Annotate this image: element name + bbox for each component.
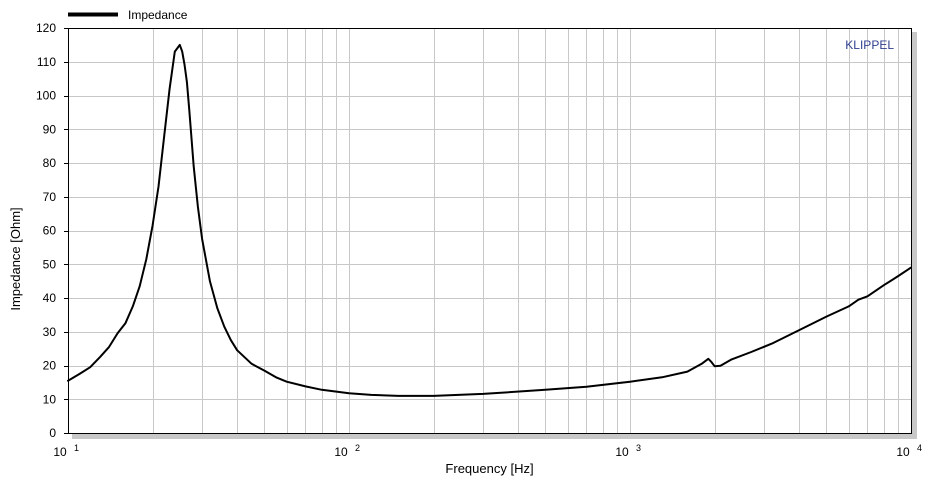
plot-border [68, 28, 912, 434]
frame-shadow-bottom [72, 434, 917, 439]
x-tick-exponent: 4 [917, 443, 922, 453]
frame-shadow-right [912, 32, 917, 439]
x-tick-label: 10 1 [53, 443, 79, 459]
y-tick-label: 90 [43, 122, 57, 136]
y-tick-label: 110 [37, 55, 56, 69]
y-tick-label: 80 [43, 156, 57, 170]
x-tick-exponent: 1 [74, 443, 79, 453]
legend-label: Impedance [128, 8, 188, 22]
y-tick-label: 30 [43, 325, 57, 339]
series-line-impedance [67, 43, 912, 397]
y-tick-label: 70 [43, 190, 57, 204]
y-axis-title: Impedance [Ohm] [8, 207, 23, 310]
x-tick-exponent: 3 [636, 443, 641, 453]
x-tick-base: 10 [896, 445, 910, 459]
y-tick-label: 0 [49, 426, 56, 440]
x-tick-base: 10 [615, 445, 629, 459]
y-tick-label: 40 [43, 291, 57, 305]
series-layer [67, 43, 912, 397]
y-tick-label: 60 [43, 224, 57, 238]
y-tick-label: 50 [43, 257, 57, 271]
x-tick-exponent: 2 [355, 443, 360, 453]
plot-frame [68, 28, 917, 439]
x-axis-title: Frequency [Hz] [445, 461, 533, 476]
legend: Impedance [68, 8, 188, 22]
y-tick-label: 20 [43, 359, 57, 373]
brand-label: KLIPPEL [845, 38, 894, 52]
y-tick-label: 10 [43, 392, 57, 406]
x-tick-label: 10 3 [615, 443, 641, 459]
grid-lines [68, 28, 911, 434]
x-tick-label: 10 2 [334, 443, 360, 459]
y-tick-label: 120 [36, 21, 56, 35]
x-tick-base: 10 [334, 445, 348, 459]
x-tick-label: 10 4 [896, 443, 922, 459]
y-tick-label: 100 [36, 89, 56, 103]
x-tick-base: 10 [53, 445, 67, 459]
x-tick-labels: 10 1 10 2 10 3 10 4 [53, 443, 922, 459]
y-tick-labels: 0 10 20 30 40 50 60 70 80 90 100 110 120 [36, 21, 68, 440]
